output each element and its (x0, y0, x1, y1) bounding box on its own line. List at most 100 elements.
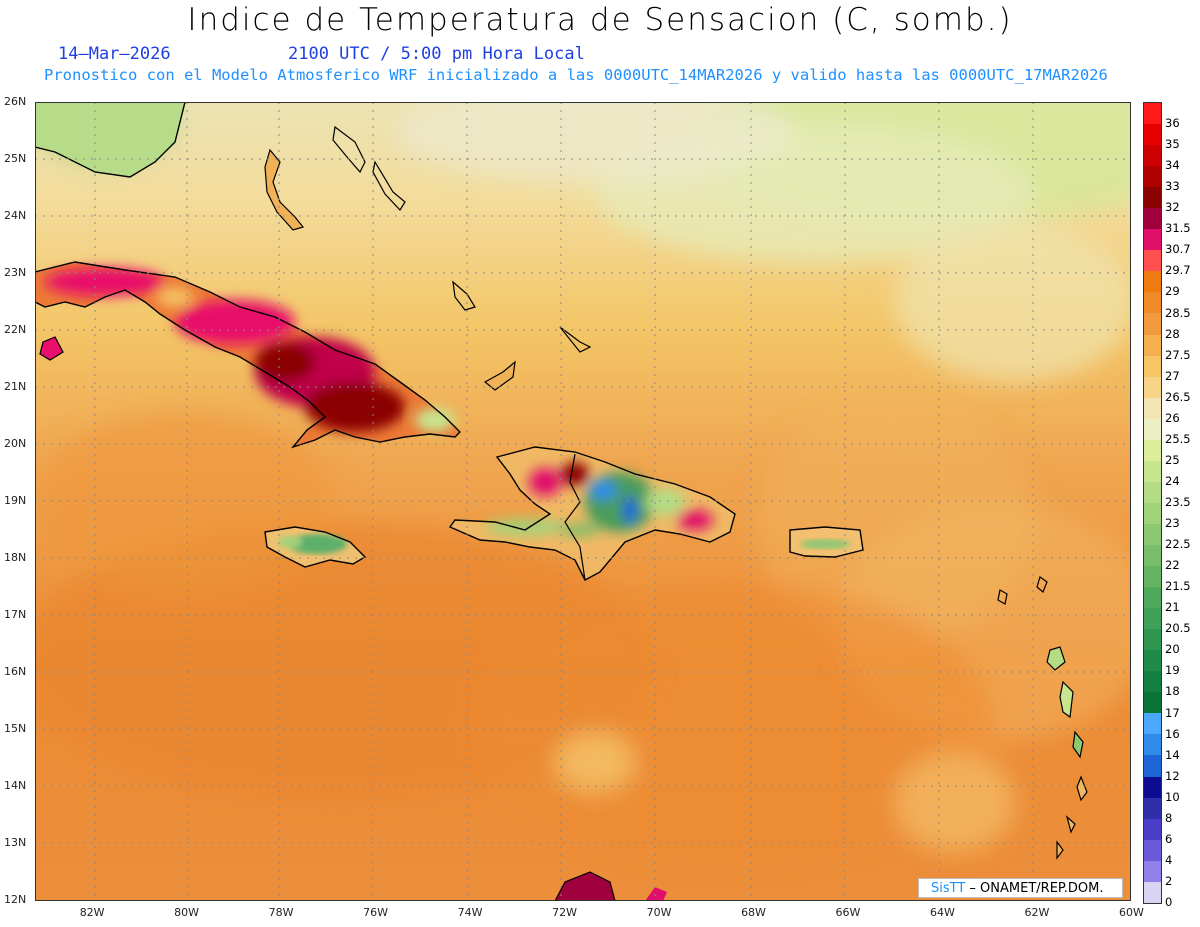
colorbar-label: 23.5 (1165, 495, 1191, 509)
colorbar-label: 23 (1165, 516, 1180, 531)
colorbar-label: 28.5 (1165, 305, 1191, 320)
colorbar-label: 31.5 (1165, 221, 1191, 236)
lon-tick-label: 74W (457, 906, 483, 919)
colorbar-label: 35 (1165, 137, 1180, 152)
lon-tick-label: 66W (835, 906, 861, 919)
colorbar-label: 25 (1165, 452, 1180, 467)
colorbar-swatch (1144, 734, 1161, 756)
colorbar-label: 29.7 (1165, 263, 1191, 278)
colorbar-swatch (1144, 860, 1161, 882)
colorbar-swatch (1144, 797, 1161, 819)
colorbar-label: 6 (1165, 831, 1173, 846)
colorbar-swatch (1144, 124, 1161, 146)
colorbar-label: 12 (1165, 768, 1180, 783)
colorbar-swatch (1144, 544, 1161, 567)
colorbar-label: 27.5 (1165, 347, 1191, 362)
colorbar-label: 20.5 (1165, 621, 1191, 636)
colorbar-swatch (1144, 439, 1161, 461)
colorbar-label: 34 (1165, 158, 1180, 173)
lon-tick-label: 76W (363, 906, 388, 919)
colorbar-swatch (1144, 208, 1161, 230)
colorbar-swatch (1144, 755, 1161, 777)
forecast-date: 14–Mar–2026 (58, 44, 171, 64)
colorbar-swatch (1144, 608, 1161, 630)
graticule (35, 102, 1131, 901)
map-frame (35, 102, 1131, 901)
colorbar-label: 28 (1165, 326, 1180, 341)
credit-brand: SisTT (931, 881, 966, 896)
colorbar-swatch (1144, 355, 1161, 377)
lon-tick-label: 64W (930, 906, 955, 919)
colorbar-swatch (1144, 397, 1161, 419)
colorbar-label: 27 (1165, 368, 1180, 383)
colorbar-label: 32 (1165, 200, 1180, 215)
colorbar-label: 21.5 (1165, 579, 1191, 594)
colorbar-swatch (1144, 566, 1161, 588)
colorbar-label: 20 (1165, 642, 1180, 657)
colorbar-label: 22 (1165, 558, 1180, 573)
colorbar-label: 25.5 (1165, 431, 1191, 446)
lon-tick-label: 62W (1024, 906, 1050, 919)
lat-tick-label: 26N (4, 95, 27, 108)
colorbar-swatch (1144, 460, 1161, 482)
lat-tick-label: 13N (4, 836, 27, 849)
bahamas-islands (264, 125, 592, 391)
colorbar-swatch (1144, 671, 1161, 693)
lon-tick-label: 60W (1119, 906, 1144, 919)
lat-tick-label: 17N (4, 608, 27, 621)
colorbar-swatch (1144, 650, 1161, 672)
map-canvas (35, 102, 1131, 901)
colorbar-swatch (1144, 776, 1161, 798)
forecast-description: Pronostico con el Modelo Atmosferico WRF… (44, 66, 1108, 84)
colorbar-swatch (1144, 187, 1161, 209)
colorbar-label: 0 (1165, 895, 1173, 909)
colorbar-swatch (1144, 523, 1161, 545)
florida-land (35, 102, 185, 177)
lat-tick-label: 21N (4, 380, 27, 393)
colorbar-label: 22.5 (1165, 537, 1191, 552)
lat-tick-label: 19N (4, 494, 27, 507)
lon-tick-label: 70W (646, 906, 672, 919)
colorbar-swatch (1144, 418, 1161, 440)
colorbar-label: 18 (1165, 684, 1180, 699)
colorbar-swatch (1144, 713, 1161, 735)
colorbar-label: 10 (1165, 789, 1180, 804)
colorbar-label: 26 (1165, 410, 1180, 425)
colorbar-label: 21 (1165, 600, 1180, 615)
colorbar-label: 33 (1165, 179, 1180, 194)
forecast-time: 2100 UTC / 5:00 pm Hora Local (288, 44, 585, 64)
colorbar-swatch (1144, 692, 1161, 714)
colorbar-swatch (1144, 502, 1161, 524)
lat-tick-label: 18N (4, 551, 27, 564)
lat-tick-label: 12N (4, 893, 27, 906)
lon-tick-label: 68W (741, 906, 766, 919)
south-america-coast (554, 871, 667, 901)
colorbar-swatch (1144, 271, 1161, 293)
colorbar-swatch (1144, 145, 1161, 167)
map-title: Indice de Temperatura de Sensacion (C, s… (187, 2, 1013, 38)
lat-tick-label: 14N (4, 779, 27, 792)
colorbar-label: 14 (1165, 747, 1180, 762)
lon-tick-label: 72W (552, 906, 577, 919)
colorbar-swatch (1144, 587, 1161, 609)
colorbar-swatch (1144, 166, 1161, 188)
lat-tick-label: 22N (4, 323, 27, 336)
jamaica-land (264, 526, 367, 568)
colorbar-label: 16 (1165, 726, 1180, 741)
cuba-land (35, 261, 461, 449)
heat-index-map (35, 102, 1131, 901)
credit-box: SisTT – ONAMET/REP.DOM. (918, 878, 1123, 898)
colorbar-label: 29 (1165, 284, 1180, 299)
colorbar-swatch (1144, 292, 1161, 314)
lesser-antilles (997, 576, 1088, 860)
credit-org: – ONAMET/REP.DOM. (965, 881, 1104, 896)
colorbar-swatch (1144, 313, 1161, 335)
colorbar-swatch (1144, 334, 1161, 356)
colorbar-label: 26.5 (1165, 389, 1191, 404)
colorbar-label: 8 (1165, 810, 1173, 825)
colorbar (1143, 102, 1162, 904)
colorbar-label: 30.7 (1165, 242, 1191, 257)
lat-tick-label: 24N (4, 209, 27, 222)
colorbar-swatch (1144, 818, 1161, 840)
puerto-rico-land (789, 526, 864, 558)
